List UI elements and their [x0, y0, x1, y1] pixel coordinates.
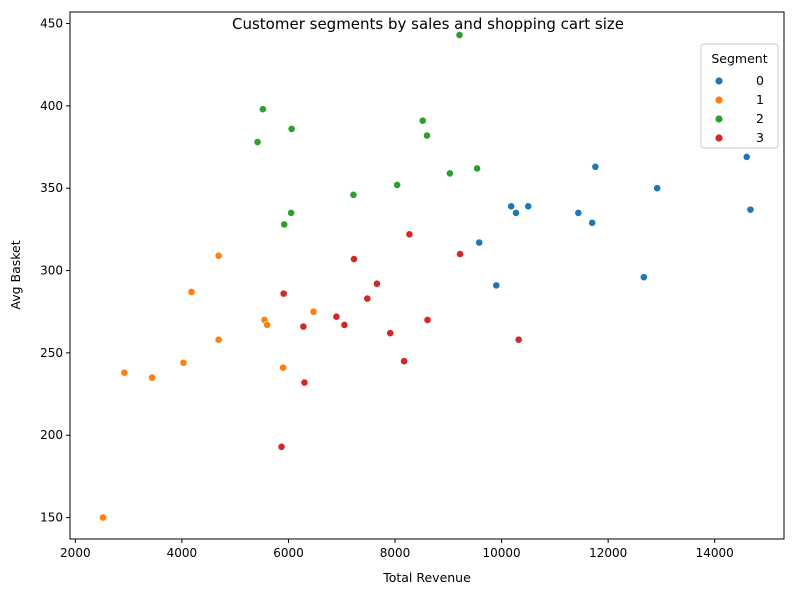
legend-items: 0 1 2 3: [715, 73, 764, 145]
data-point-segment-2: [287, 125, 296, 133]
y-tick-label: 450: [40, 17, 63, 31]
x-tick-label: 12000: [589, 546, 627, 560]
data-point-segment-2: [349, 190, 358, 199]
y-tick-label: 150: [40, 511, 63, 525]
legend-label-segment-1: 1: [756, 92, 764, 107]
data-point-segment-0: [653, 184, 662, 193]
legend-marker-segment-0: [715, 77, 723, 85]
data-point-segment-2: [280, 220, 289, 229]
data-point-segment-1: [309, 307, 318, 316]
data-point-segment-1: [99, 513, 107, 522]
data-point-segment-3: [456, 250, 464, 258]
data-point-segment-2: [423, 131, 431, 140]
plot-frame: [69, 11, 785, 540]
x-tick-label: 10000: [483, 546, 521, 560]
data-point-segment-3: [514, 335, 523, 344]
data-point-segment-3: [386, 329, 395, 338]
data-point-segment-3: [350, 255, 358, 263]
data-point-segment-3: [400, 357, 408, 366]
data-point-segment-0: [574, 209, 583, 217]
legend-title: Segment: [711, 51, 767, 66]
data-point-segment-3: [277, 442, 286, 451]
data-point-segment-0: [639, 273, 648, 282]
data-point-segment-0: [492, 281, 501, 290]
x-tick-label: 14000: [696, 546, 734, 560]
data-point-segment-3: [363, 294, 372, 303]
data-point-segment-3: [405, 230, 414, 239]
data-point-segment-3: [332, 312, 341, 321]
y-tick-label: 300: [40, 264, 63, 278]
data-point-segment-1: [179, 358, 188, 367]
data-point-segment-0: [591, 162, 600, 171]
data-point-segment-0: [746, 205, 755, 214]
data-point-segment-2: [393, 181, 402, 189]
data-point-segment-3: [373, 279, 381, 288]
data-point-segment-0: [475, 238, 484, 247]
data-point-segment-1: [148, 373, 156, 382]
data-point-segment-0: [512, 209, 520, 217]
data-point-segment-2: [253, 138, 262, 147]
data-point-segment-0: [524, 202, 533, 211]
data-point-segment-0: [507, 202, 516, 211]
data-point-segment-3: [340, 321, 349, 329]
data-point-segment-1: [214, 335, 223, 344]
y-tick-label: 400: [40, 99, 63, 113]
data-point-segment-1: [187, 288, 196, 296]
legend-marker-segment-3: [715, 134, 723, 142]
y-axis: 150 200 250 300 350 400 450: [40, 17, 70, 525]
data-point-segment-2: [446, 169, 454, 178]
data-point-segment-3: [279, 289, 288, 298]
y-tick-label: 250: [40, 346, 63, 360]
x-tick-label: 2000: [60, 546, 91, 560]
data-point-segment-2: [418, 116, 427, 125]
data-point-segment-0: [588, 218, 597, 227]
x-axis: 2000 4000 6000 8000 10000 12000 14000: [60, 539, 734, 560]
legend-label-segment-2: 2: [756, 111, 764, 126]
data-point-segment-1: [214, 251, 223, 260]
y-tick-label: 350: [40, 181, 63, 195]
data-point-segment-2: [258, 105, 267, 114]
x-tick-label: 4000: [167, 546, 198, 560]
chart-title: Customer segments by sales and shopping …: [232, 15, 624, 33]
x-tick-label: 6000: [273, 546, 304, 560]
data-point-segment-1: [120, 368, 129, 377]
legend-marker-segment-1: [715, 96, 723, 104]
x-axis-label: Total Revenue: [382, 570, 471, 585]
data-point-segment-2: [455, 31, 464, 39]
legend-label-segment-0: 0: [756, 73, 764, 88]
data-points: [99, 31, 755, 522]
y-axis-label: Avg Basket: [8, 240, 23, 309]
data-point-segment-1: [263, 321, 272, 329]
y-tick-label: 200: [40, 428, 63, 442]
legend-marker-segment-2: [715, 115, 723, 123]
data-point-segment-3: [299, 322, 308, 331]
data-point-segment-2: [287, 209, 296, 217]
data-point-segment-1: [279, 363, 288, 372]
legend: Segment 0 1 2 3: [700, 43, 779, 149]
x-tick-label: 8000: [380, 546, 411, 560]
data-point-segment-2: [473, 164, 481, 173]
data-point-segment-0: [742, 153, 751, 161]
data-point-segment-3: [300, 378, 309, 387]
legend-label-segment-3: 3: [756, 130, 764, 145]
data-point-segment-3: [423, 316, 432, 324]
